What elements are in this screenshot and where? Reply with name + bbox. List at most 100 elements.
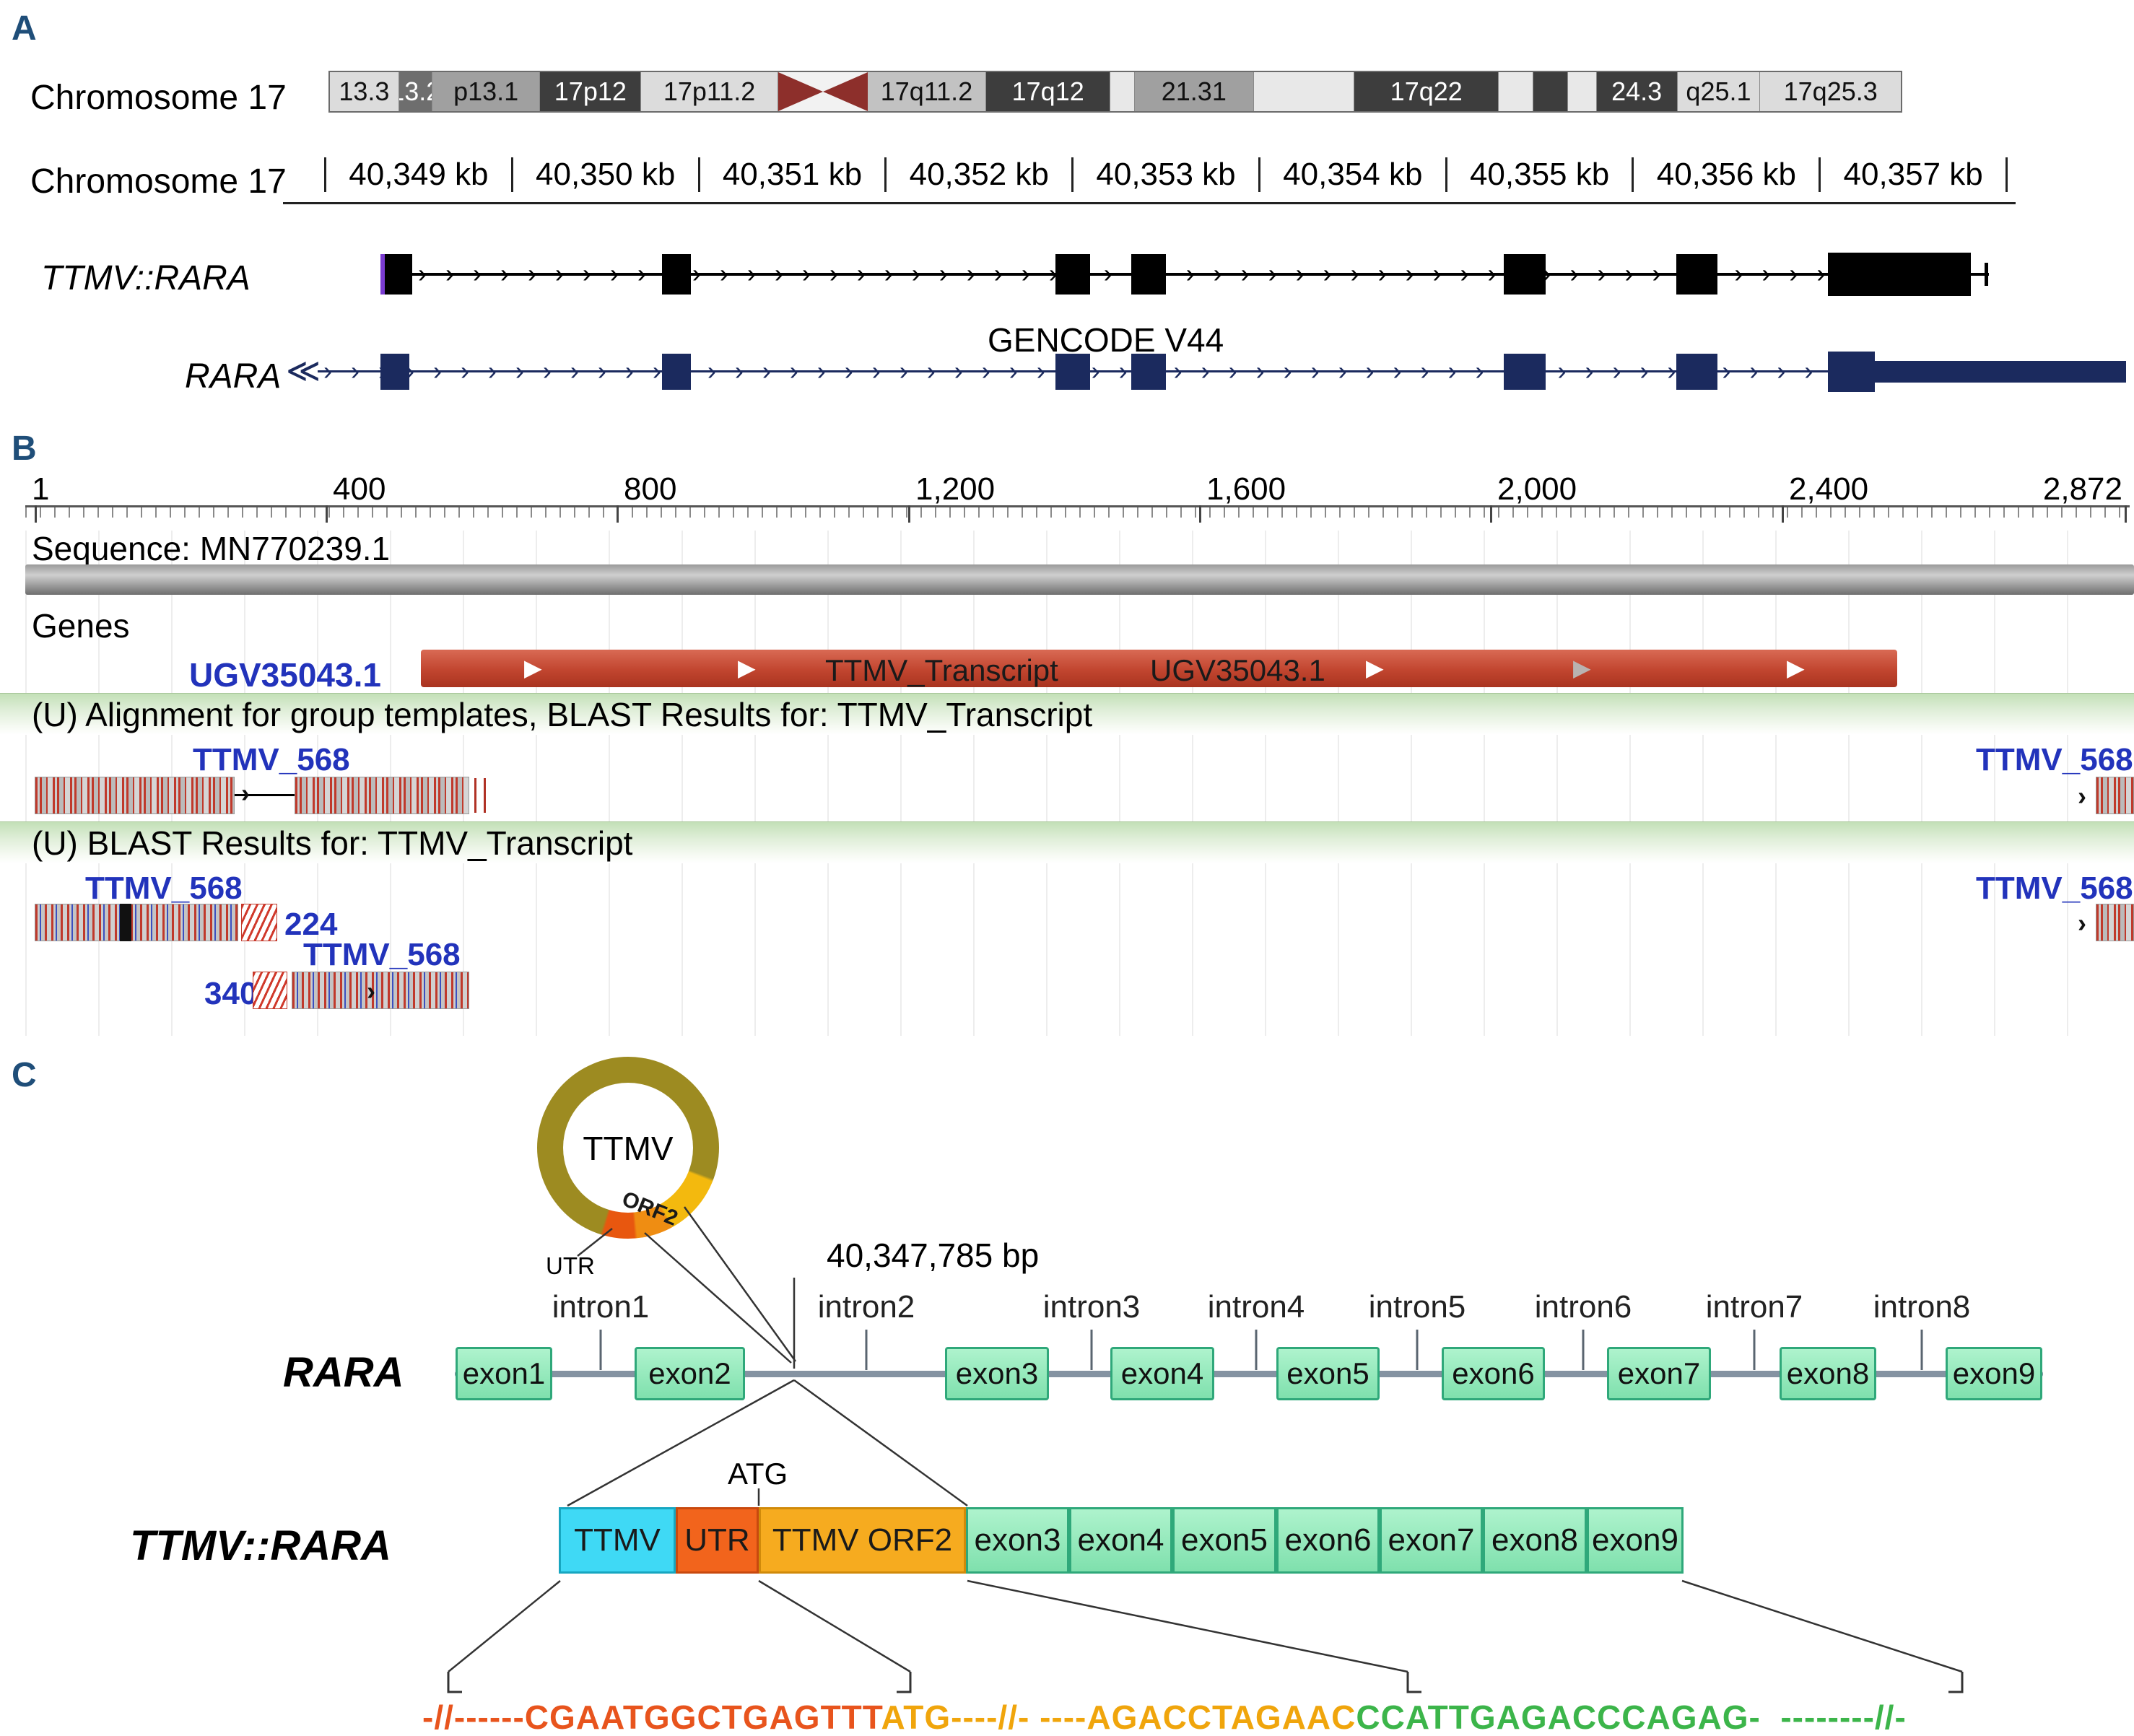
alignment-block[interactable] xyxy=(292,972,469,1009)
sequence-rara-tail: --------//- xyxy=(1770,1698,1907,1736)
fusion-block-exon: exon8 xyxy=(1483,1507,1587,1574)
ruler-number: 400 xyxy=(333,471,386,507)
track-ttmv-rara xyxy=(380,253,1998,297)
gencode-label: GENCODE V44 xyxy=(988,321,1224,359)
read-name[interactable]: TTMV_568 xyxy=(303,937,461,972)
fusion-block-exon: exon5 xyxy=(1172,1507,1276,1574)
rara-exon: exon8 xyxy=(1780,1347,1876,1400)
exon-box xyxy=(662,354,691,390)
sequence-ttmv-part: -//------CGAATGGCTGAGTTT xyxy=(422,1698,881,1736)
band-p13.1: p13.1 xyxy=(432,72,541,111)
alignment-block[interactable] xyxy=(2096,777,2134,814)
track-ttmv-rara-label: TTMV::RARA xyxy=(41,259,251,297)
panel-a-label: A xyxy=(12,9,37,48)
ruler-number: 2,400 xyxy=(1789,471,1869,507)
intron-label: intron3 xyxy=(1042,1289,1141,1325)
utr-label: UTR xyxy=(546,1252,595,1279)
band-17q12: 17q12 xyxy=(986,72,1111,111)
intron-label: intron7 xyxy=(1705,1289,1803,1325)
fusion-block-ttmv: TTMV xyxy=(559,1507,676,1574)
track-rara-label: RARA xyxy=(185,357,282,396)
fusion-block-exon: exon6 xyxy=(1276,1507,1380,1574)
strand-arrow-icon: ▶ xyxy=(1573,655,1591,681)
read-name[interactable]: TTMV_568 xyxy=(1976,871,2133,906)
band-q25.1: q25.1 xyxy=(1677,72,1761,111)
ruler-minor-ticks xyxy=(25,507,2130,518)
band-17q25.3: 17q25.3 xyxy=(1760,72,1902,111)
track-rara: ≪ xyxy=(286,351,2130,394)
alignment-block[interactable] xyxy=(295,777,469,814)
fusion-block-exon: exon4 xyxy=(1069,1507,1172,1574)
gap-arrow-icon: › xyxy=(2078,781,2086,811)
chr17-ideogram: 13.3 13.2 p13.1 17p12 17p11.2 17q11.2 17… xyxy=(328,71,1902,113)
ruler-line xyxy=(25,505,2130,507)
exon-box xyxy=(1504,354,1546,390)
kb-label: 40,350 kb xyxy=(536,157,676,192)
kb-label: 40,356 kb xyxy=(1656,157,1796,192)
read-name[interactable]: TTMV_568 xyxy=(85,871,243,906)
read-name[interactable]: TTMV_568 xyxy=(193,742,350,777)
exon-box xyxy=(1055,254,1090,295)
fusion-block-orf2: TTMV ORF2 xyxy=(759,1507,966,1574)
gap-hatch-block[interactable] xyxy=(241,904,277,941)
exon-box xyxy=(380,254,412,295)
ideogram-title: Chromosome 17 xyxy=(30,79,287,117)
band-gap xyxy=(1567,72,1597,111)
centromere xyxy=(778,72,868,111)
exon-box xyxy=(1676,354,1717,390)
alignment-banner[interactable]: (U) Alignment for group templates, BLAST… xyxy=(0,693,2134,735)
gap-arrow-icon: › xyxy=(241,778,250,808)
transcript-annotation-bar[interactable]: ▶ ▶ ▶ ▶ ▶ TTMV_Transcript UGV35043.1 xyxy=(421,650,1897,687)
alignment-gap-line xyxy=(235,794,296,796)
ruler-number: 800 xyxy=(624,471,677,507)
intron-label: intron2 xyxy=(817,1289,915,1325)
band-17q11.2: 17q11.2 xyxy=(867,72,987,111)
band-13.2: 13.2 xyxy=(399,72,432,111)
alignment-block[interactable] xyxy=(35,904,238,941)
sequence-atg-part: ATG----//- xyxy=(881,1698,1030,1736)
exon-box xyxy=(380,354,409,390)
rara-exon: exon6 xyxy=(1442,1347,1545,1400)
transcript-bar-sublabel: UGV35043.1 xyxy=(1150,653,1325,687)
transcript-name[interactable]: UGV35043.1 xyxy=(189,656,381,694)
ruler-baseline xyxy=(283,202,2016,204)
intron-label: intron1 xyxy=(552,1289,650,1325)
transcript-end-tick xyxy=(1985,263,1988,286)
rara-exon: exon1 xyxy=(456,1347,552,1400)
exon-box xyxy=(1504,254,1546,295)
kb-label: 40,355 kb xyxy=(1469,157,1610,192)
alignment-block[interactable] xyxy=(2096,904,2134,941)
rara-exon: exon2 xyxy=(635,1347,745,1400)
kb-label: 40,352 kb xyxy=(909,157,1049,192)
utr-bar xyxy=(1875,361,2126,383)
band-dark xyxy=(1533,72,1568,111)
strand-arrow-icon: ▶ xyxy=(1366,655,1384,681)
kb-label: 40,351 kb xyxy=(722,157,863,192)
fusion-block-exon: exon7 xyxy=(1380,1507,1483,1574)
intron-label: intron8 xyxy=(1873,1289,1971,1325)
band-gap xyxy=(1499,72,1533,111)
kb-label: 40,353 kb xyxy=(1096,157,1236,192)
blast-banner[interactable]: (U) BLAST Results for: TTMV_Transcript xyxy=(0,821,2134,863)
coordinate-label: 224 xyxy=(284,907,338,942)
read-name[interactable]: TTMV_568 xyxy=(1976,742,2133,777)
rara-exon: exon3 xyxy=(945,1347,1049,1400)
intron-label: intron4 xyxy=(1207,1289,1305,1325)
alignment-block[interactable] xyxy=(35,777,235,814)
strand-arrow-icon: ▶ xyxy=(1787,655,1805,681)
rara-gene-line xyxy=(455,1371,2043,1377)
ruler-number: 1,200 xyxy=(915,471,996,507)
strand-arrow-icon: ▶ xyxy=(524,655,542,681)
exon-box xyxy=(662,254,691,295)
exon-box xyxy=(1055,354,1090,390)
sequence-bar[interactable] xyxy=(25,564,2134,595)
intron-label: intron5 xyxy=(1368,1289,1466,1325)
rara-gene-label: RARA xyxy=(283,1349,404,1396)
intron-label: intron6 xyxy=(1534,1289,1632,1325)
band-17q22: 17q22 xyxy=(1354,72,1499,111)
gap-hatch-block[interactable] xyxy=(253,972,287,1009)
gap-arrow-icon: › xyxy=(2078,908,2086,938)
genes-track-title: Genes xyxy=(32,607,130,645)
exon-box xyxy=(1828,352,1875,392)
